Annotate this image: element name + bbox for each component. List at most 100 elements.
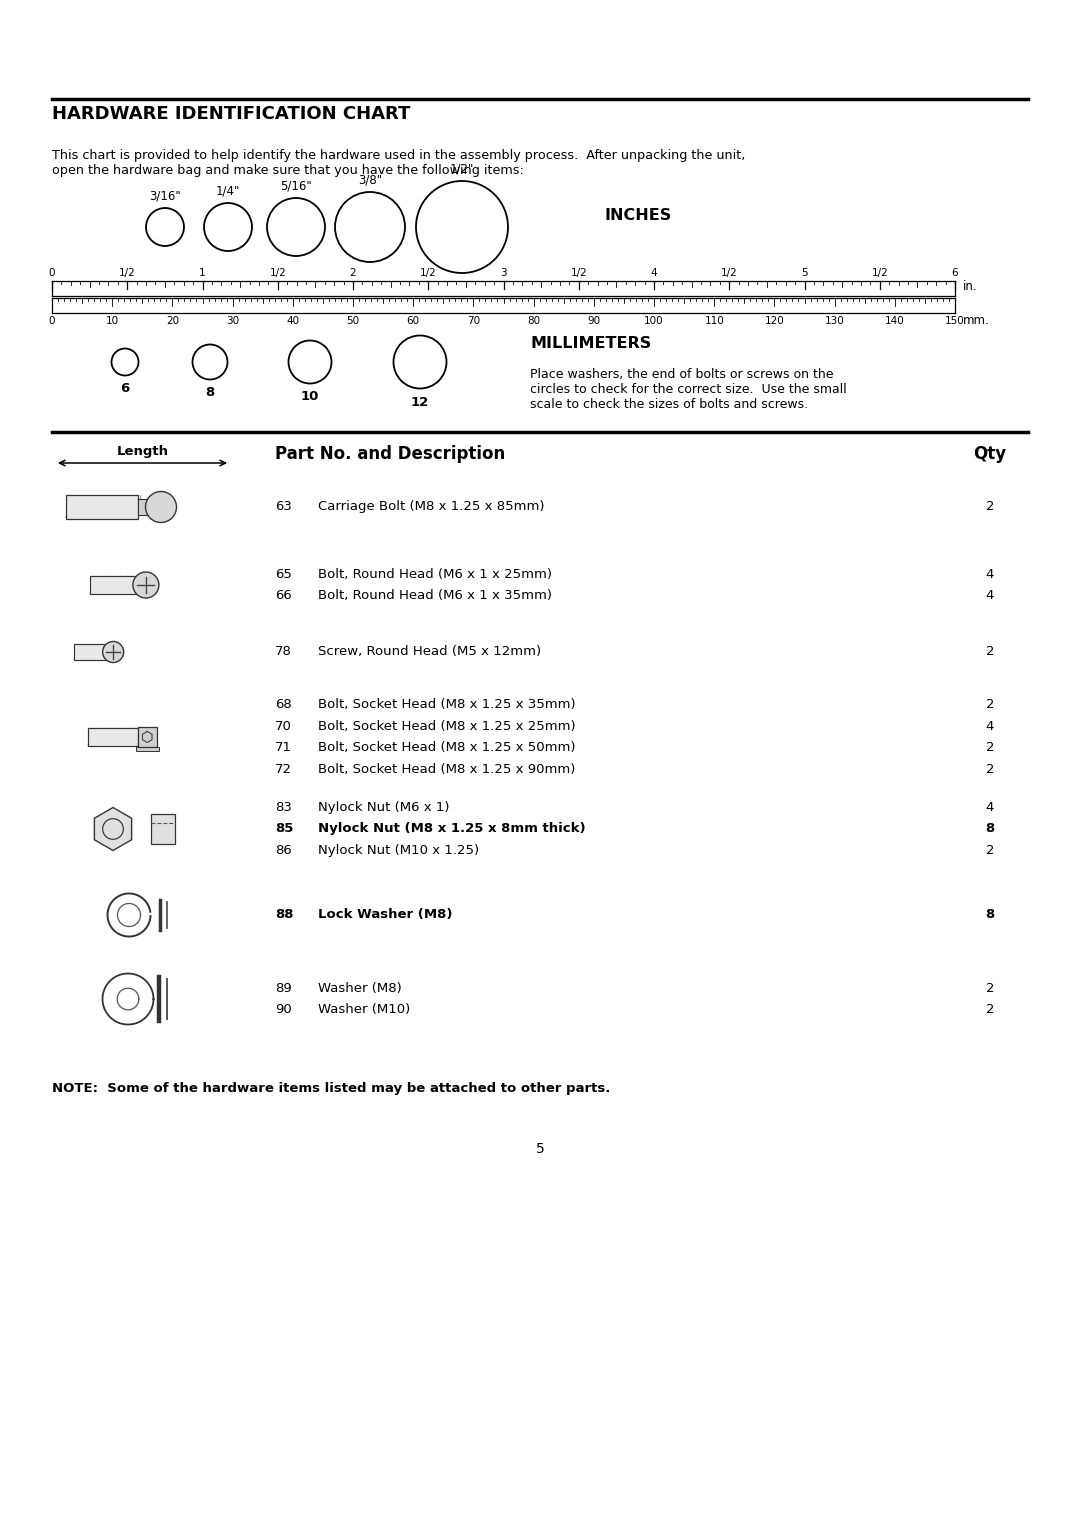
Text: 5: 5 bbox=[801, 269, 808, 278]
Text: 6: 6 bbox=[951, 269, 958, 278]
Text: 1/2: 1/2 bbox=[119, 269, 136, 278]
Text: 50: 50 bbox=[347, 316, 360, 325]
Text: 90: 90 bbox=[588, 316, 600, 325]
Text: Bolt, Socket Head (M8 x 1.25 x 90mm): Bolt, Socket Head (M8 x 1.25 x 90mm) bbox=[318, 764, 576, 776]
Text: 1/2: 1/2 bbox=[872, 269, 888, 278]
Text: 0: 0 bbox=[49, 269, 55, 278]
Text: 4: 4 bbox=[986, 719, 995, 733]
Text: 8: 8 bbox=[205, 386, 215, 400]
Text: 63: 63 bbox=[275, 501, 292, 513]
Text: 72: 72 bbox=[275, 764, 292, 776]
Text: Bolt, Socket Head (M8 x 1.25 x 25mm): Bolt, Socket Head (M8 x 1.25 x 25mm) bbox=[318, 719, 576, 733]
Text: 1/2": 1/2" bbox=[449, 163, 474, 176]
Text: 2: 2 bbox=[986, 501, 995, 513]
Bar bbox=[147, 499, 151, 515]
Text: Lock Washer (M8): Lock Washer (M8) bbox=[318, 909, 453, 921]
Text: Place washers, the end of bolts or screws on the
circles to check for the correc: Place washers, the end of bolts or screw… bbox=[530, 368, 847, 411]
Text: Length: Length bbox=[117, 444, 168, 458]
Text: 83: 83 bbox=[275, 802, 292, 814]
Text: Screw, Round Head (M5 x 12mm): Screw, Round Head (M5 x 12mm) bbox=[318, 646, 541, 658]
Text: NOTE:  Some of the hardware items listed may be attached to other parts.: NOTE: Some of the hardware items listed … bbox=[52, 1083, 610, 1095]
Text: 90: 90 bbox=[275, 1003, 292, 1017]
Text: 0: 0 bbox=[49, 316, 55, 325]
Text: Washer (M10): Washer (M10) bbox=[318, 1003, 410, 1017]
Text: 4: 4 bbox=[650, 269, 658, 278]
Text: 60: 60 bbox=[407, 316, 420, 325]
Text: 71: 71 bbox=[275, 741, 292, 754]
Text: 89: 89 bbox=[275, 982, 292, 994]
Bar bbox=[136, 747, 159, 751]
Text: 85: 85 bbox=[275, 823, 294, 835]
Text: Carriage Bolt (M8 x 1.25 x 85mm): Carriage Bolt (M8 x 1.25 x 85mm) bbox=[318, 501, 544, 513]
Text: Bolt, Socket Head (M8 x 1.25 x 35mm): Bolt, Socket Head (M8 x 1.25 x 35mm) bbox=[318, 698, 576, 712]
Text: 1/2: 1/2 bbox=[269, 269, 286, 278]
Text: 130: 130 bbox=[825, 316, 845, 325]
Text: 88: 88 bbox=[275, 909, 294, 921]
Text: 120: 120 bbox=[765, 316, 784, 325]
Text: 150: 150 bbox=[945, 316, 964, 325]
Polygon shape bbox=[94, 808, 132, 851]
Text: Nylock Nut (M6 x 1): Nylock Nut (M6 x 1) bbox=[318, 802, 449, 814]
Circle shape bbox=[146, 492, 176, 522]
Text: 2: 2 bbox=[350, 269, 356, 278]
Text: 8: 8 bbox=[985, 823, 995, 835]
Text: 110: 110 bbox=[704, 316, 724, 325]
Text: 65: 65 bbox=[275, 568, 292, 580]
Text: 140: 140 bbox=[885, 316, 905, 325]
Bar bbox=[66, 495, 138, 519]
Text: mm.: mm. bbox=[963, 315, 989, 327]
Text: Washer (M8): Washer (M8) bbox=[318, 982, 402, 994]
Text: 2: 2 bbox=[986, 646, 995, 658]
Text: 86: 86 bbox=[275, 844, 292, 857]
Text: This chart is provided to help identify the hardware used in the assembly proces: This chart is provided to help identify … bbox=[52, 150, 745, 177]
Text: 8: 8 bbox=[985, 909, 995, 921]
Text: 100: 100 bbox=[644, 316, 664, 325]
Circle shape bbox=[103, 641, 123, 663]
Text: 2: 2 bbox=[986, 741, 995, 754]
Text: 4: 4 bbox=[986, 589, 995, 602]
Text: Bolt, Socket Head (M8 x 1.25 x 50mm): Bolt, Socket Head (M8 x 1.25 x 50mm) bbox=[318, 741, 576, 754]
Text: Nylock Nut (M10 x 1.25): Nylock Nut (M10 x 1.25) bbox=[318, 844, 480, 857]
Text: 1/4": 1/4" bbox=[216, 185, 240, 199]
Text: 6: 6 bbox=[120, 382, 130, 395]
Text: Part No. and Description: Part No. and Description bbox=[275, 444, 505, 463]
Text: 1/2: 1/2 bbox=[420, 269, 436, 278]
Text: Qty: Qty bbox=[973, 444, 1007, 463]
Text: MILLIMETERS: MILLIMETERS bbox=[530, 336, 651, 351]
Text: 2: 2 bbox=[986, 844, 995, 857]
Text: 66: 66 bbox=[275, 589, 292, 602]
Text: Bolt, Round Head (M6 x 1 x 25mm): Bolt, Round Head (M6 x 1 x 25mm) bbox=[318, 568, 552, 580]
Bar bbox=[90, 576, 141, 594]
Text: 70: 70 bbox=[275, 719, 292, 733]
Bar bbox=[151, 814, 175, 844]
Text: 10: 10 bbox=[301, 391, 320, 403]
Text: 4: 4 bbox=[986, 568, 995, 580]
Text: 4: 4 bbox=[986, 802, 995, 814]
Text: 2: 2 bbox=[986, 698, 995, 712]
Text: 30: 30 bbox=[226, 316, 239, 325]
Text: 70: 70 bbox=[467, 316, 480, 325]
Text: 2: 2 bbox=[986, 1003, 995, 1017]
Text: Nylock Nut (M8 x 1.25 x 8mm thick): Nylock Nut (M8 x 1.25 x 8mm thick) bbox=[318, 823, 585, 835]
Text: 20: 20 bbox=[166, 316, 179, 325]
Text: HARDWARE IDENTIFICATION CHART: HARDWARE IDENTIFICATION CHART bbox=[52, 105, 410, 124]
Text: 3/8": 3/8" bbox=[357, 174, 382, 186]
Text: INCHES: INCHES bbox=[605, 208, 672, 223]
Bar bbox=[87, 728, 138, 747]
Text: 12: 12 bbox=[410, 395, 429, 409]
Text: 1/2: 1/2 bbox=[570, 269, 588, 278]
Text: 2: 2 bbox=[986, 764, 995, 776]
Circle shape bbox=[133, 573, 159, 599]
Text: Bolt, Round Head (M6 x 1 x 35mm): Bolt, Round Head (M6 x 1 x 35mm) bbox=[318, 589, 552, 602]
Text: 5: 5 bbox=[536, 1142, 544, 1156]
Text: 78: 78 bbox=[275, 646, 292, 658]
Text: 1/2: 1/2 bbox=[720, 269, 738, 278]
Text: 5/16": 5/16" bbox=[280, 180, 312, 192]
Text: 10: 10 bbox=[106, 316, 119, 325]
Text: 40: 40 bbox=[286, 316, 299, 325]
Text: 1: 1 bbox=[199, 269, 206, 278]
Text: 2: 2 bbox=[986, 982, 995, 994]
Bar bbox=[75, 644, 110, 660]
Text: 68: 68 bbox=[275, 698, 292, 712]
Bar bbox=[138, 499, 147, 515]
